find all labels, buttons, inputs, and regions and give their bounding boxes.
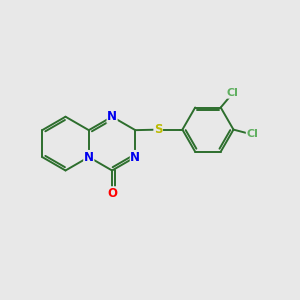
Text: Cl: Cl xyxy=(246,130,258,140)
Text: O: O xyxy=(107,187,117,200)
Text: S: S xyxy=(154,123,163,136)
Text: N: N xyxy=(130,151,140,164)
Text: N: N xyxy=(107,110,117,123)
Text: N: N xyxy=(84,151,94,164)
Text: Cl: Cl xyxy=(227,88,239,98)
